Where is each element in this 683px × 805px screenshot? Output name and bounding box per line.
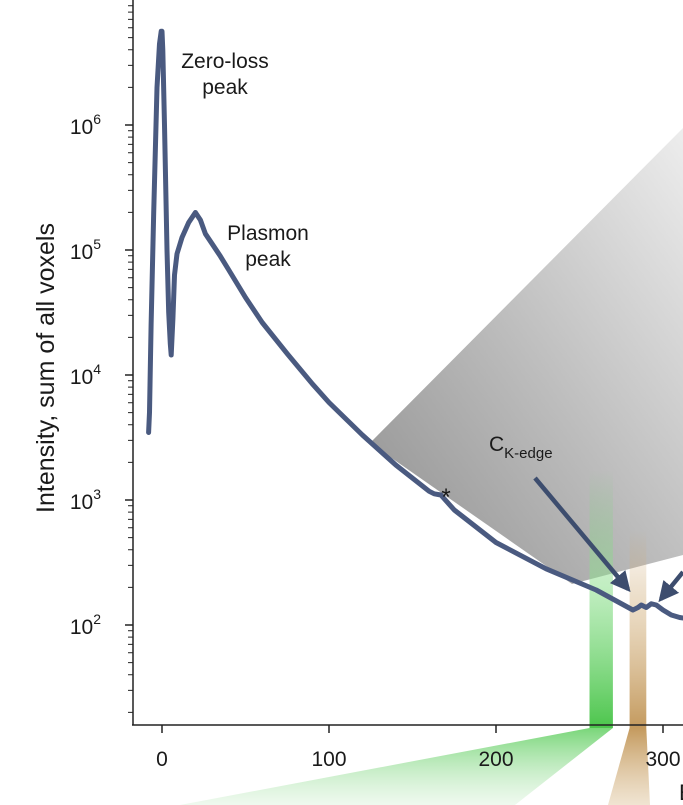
x-tick-label: 100 <box>311 748 346 771</box>
y-tick-label: 104 <box>70 361 101 389</box>
y-tick-base: 10 <box>70 616 93 639</box>
y-tick-exponent: 4 <box>93 361 101 377</box>
x-tick-label: 200 <box>478 748 513 771</box>
y-tick-exponent: 3 <box>93 486 101 502</box>
y-tick-label: 102 <box>70 611 101 639</box>
x-tick-label: 0 <box>156 748 168 771</box>
ck-edge-arrow-left <box>533 476 631 593</box>
y-tick-base: 10 <box>70 116 93 139</box>
y-tick-base: 10 <box>70 491 93 514</box>
ck-edge-base: C <box>489 433 504 456</box>
spectrum-line <box>146 28 683 621</box>
y-tick-exponent: 5 <box>93 236 101 252</box>
y-tick-exponent: 2 <box>93 611 101 627</box>
ck-edge-subscript: K-edge <box>504 445 552 462</box>
ck-edge-arrow-right <box>658 570 683 603</box>
zero-loss-label-line2: peak <box>202 76 248 99</box>
y-axis-title: Intensity, sum of all voxels <box>32 223 60 513</box>
plasmon-label: Plasmon <box>227 222 309 245</box>
x-axis-title-partial: E <box>679 780 683 805</box>
tan-projection-wedge <box>608 728 650 805</box>
y-minor-ticks <box>128 5 133 713</box>
green-projection-wedge <box>180 728 613 805</box>
green-energy-window <box>589 470 613 728</box>
x-ticks: 0 100 200 300 <box>156 725 681 771</box>
y-tick-label: 105 <box>70 236 101 264</box>
y-tick-base: 10 <box>70 366 93 389</box>
y-tick-label: 103 <box>70 486 101 514</box>
artifact-star-marker: * <box>441 484 450 511</box>
tan-energy-window <box>629 530 647 728</box>
plasmon-label-line2: peak <box>245 248 291 271</box>
x-tick-label: 300 <box>645 748 680 771</box>
gray-projection-wedge <box>370 128 683 584</box>
y-tick-label: 106 <box>70 111 101 139</box>
ck-edge-label: CK-edge <box>489 433 553 462</box>
zero-loss-label: Zero-loss <box>181 50 269 73</box>
y-tick-exponent: 6 <box>93 111 101 127</box>
y-tick-base: 10 <box>70 241 93 264</box>
